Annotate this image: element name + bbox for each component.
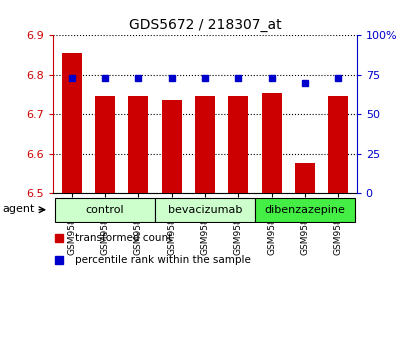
Bar	[261, 92, 281, 193]
Text: agent: agent	[3, 204, 35, 214]
Bar	[161, 101, 181, 193]
Bar	[294, 162, 314, 193]
Text: dibenzazepine: dibenzazepine	[264, 205, 345, 215]
Bar	[195, 96, 214, 193]
FancyBboxPatch shape	[55, 198, 155, 222]
Bar	[328, 96, 348, 193]
Text: bevacizumab: bevacizumab	[167, 205, 242, 215]
Text: control: control	[85, 205, 124, 215]
FancyBboxPatch shape	[155, 198, 254, 222]
Bar	[228, 96, 248, 193]
Title: GDS5672 / 218307_at: GDS5672 / 218307_at	[128, 18, 281, 32]
FancyBboxPatch shape	[254, 198, 354, 222]
Bar	[61, 53, 81, 193]
Text: transformed count: transformed count	[74, 233, 171, 244]
Bar	[95, 96, 115, 193]
Bar	[128, 96, 148, 193]
Text: percentile rank within the sample: percentile rank within the sample	[74, 255, 250, 265]
